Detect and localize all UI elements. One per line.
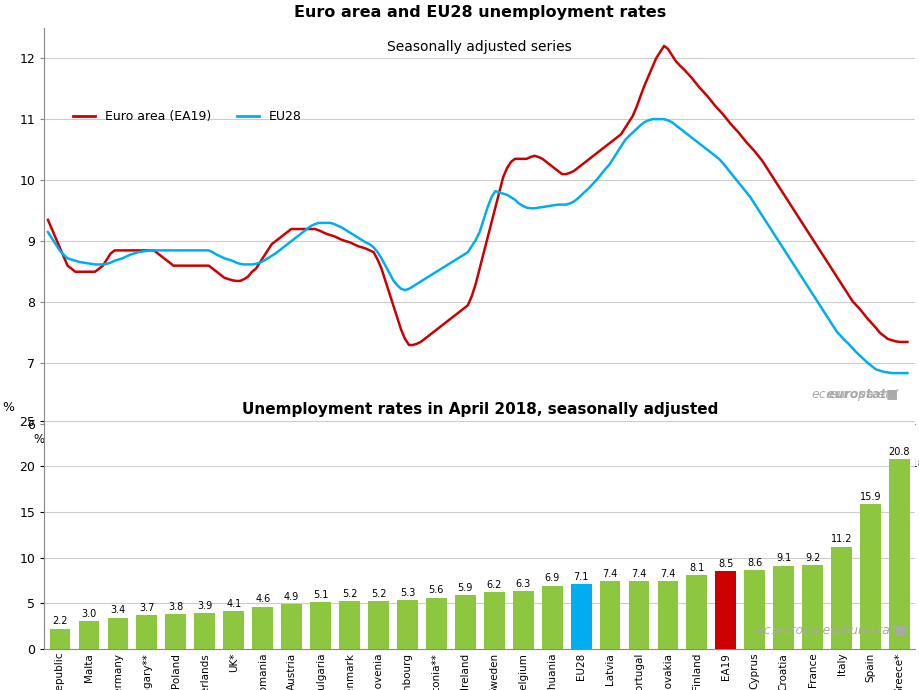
Text: 2015: 2015 bbox=[755, 458, 782, 469]
Bar bbox=[194, 613, 215, 649]
Bar bbox=[397, 600, 417, 649]
Bar bbox=[657, 581, 677, 649]
Bar bbox=[859, 504, 880, 649]
Text: 11.2: 11.2 bbox=[830, 534, 851, 544]
Text: 9.1: 9.1 bbox=[776, 553, 790, 564]
Text: 15.9: 15.9 bbox=[859, 491, 880, 502]
Bar bbox=[50, 629, 71, 649]
Text: 2005: 2005 bbox=[286, 458, 312, 469]
Text: 2013: 2013 bbox=[662, 458, 688, 469]
Text: %: % bbox=[3, 401, 15, 414]
Text: 2007: 2007 bbox=[380, 458, 406, 469]
Bar bbox=[223, 611, 244, 649]
Text: 5.2: 5.2 bbox=[370, 589, 386, 599]
Text: 2006: 2006 bbox=[333, 458, 358, 469]
Text: Seasonally adjusted series: Seasonally adjusted series bbox=[387, 39, 572, 54]
Bar bbox=[425, 598, 447, 649]
Text: eurostat■: eurostat■ bbox=[764, 388, 897, 400]
Text: 2000: 2000 bbox=[51, 458, 76, 469]
Bar bbox=[310, 602, 331, 649]
Bar bbox=[136, 615, 157, 649]
Text: 4.6: 4.6 bbox=[255, 594, 270, 604]
Bar bbox=[454, 595, 475, 649]
Bar bbox=[715, 571, 735, 649]
Text: 3.7: 3.7 bbox=[139, 602, 154, 613]
Bar bbox=[830, 546, 851, 649]
Bar bbox=[281, 604, 301, 649]
Text: 2016: 2016 bbox=[803, 458, 829, 469]
Text: Euro area and EU28 unemployment rates: Euro area and EU28 unemployment rates bbox=[293, 5, 665, 19]
Bar bbox=[483, 592, 505, 649]
Text: 6.2: 6.2 bbox=[486, 580, 502, 590]
Text: 2001: 2001 bbox=[97, 458, 123, 469]
Text: 2008: 2008 bbox=[426, 458, 453, 469]
Text: 5.3: 5.3 bbox=[399, 588, 414, 598]
Legend: Euro area (EA19), EU28: Euro area (EA19), EU28 bbox=[68, 106, 307, 128]
Text: 7.4: 7.4 bbox=[660, 569, 675, 579]
Text: 7.4: 7.4 bbox=[630, 569, 646, 579]
Text: 2009: 2009 bbox=[473, 458, 500, 469]
Text: 4.1: 4.1 bbox=[226, 599, 241, 609]
Bar bbox=[570, 584, 591, 649]
Text: 2012: 2012 bbox=[615, 458, 641, 469]
Bar bbox=[339, 601, 359, 649]
Bar bbox=[108, 618, 129, 649]
Text: 2004: 2004 bbox=[238, 458, 265, 469]
Text: 2017: 2017 bbox=[850, 458, 877, 469]
Text: 3.8: 3.8 bbox=[168, 602, 183, 612]
Text: 6.9: 6.9 bbox=[544, 573, 559, 584]
Text: 3.0: 3.0 bbox=[81, 609, 96, 619]
Text: %: % bbox=[33, 433, 44, 446]
Bar bbox=[165, 614, 186, 649]
Text: 2014: 2014 bbox=[709, 458, 735, 469]
Text: 2011: 2011 bbox=[568, 458, 594, 469]
Text: 3.9: 3.9 bbox=[197, 601, 212, 611]
Text: 5.6: 5.6 bbox=[428, 585, 444, 595]
Text: 2002: 2002 bbox=[144, 458, 171, 469]
Bar bbox=[599, 581, 619, 649]
Bar bbox=[368, 601, 389, 649]
Text: 4.9: 4.9 bbox=[284, 592, 299, 602]
Text: 2018: 2018 bbox=[897, 458, 919, 469]
Text: 9.2: 9.2 bbox=[804, 553, 820, 562]
Bar bbox=[686, 575, 707, 649]
Text: 7.1: 7.1 bbox=[573, 571, 588, 582]
Bar bbox=[541, 586, 562, 649]
Text: 8.5: 8.5 bbox=[718, 559, 732, 569]
Bar bbox=[512, 591, 533, 649]
Bar bbox=[743, 570, 765, 649]
Bar bbox=[78, 621, 99, 649]
Text: 5.9: 5.9 bbox=[457, 582, 472, 593]
Text: 2003: 2003 bbox=[191, 458, 218, 469]
Text: 20.8: 20.8 bbox=[888, 447, 909, 457]
Bar bbox=[801, 565, 823, 649]
Text: 7.4: 7.4 bbox=[602, 569, 617, 579]
Text: 5.2: 5.2 bbox=[341, 589, 357, 599]
Text: ec.europa.eu/eurostat■: ec.europa.eu/eurostat■ bbox=[755, 624, 906, 638]
Text: 8.1: 8.1 bbox=[688, 562, 704, 573]
Bar bbox=[628, 581, 649, 649]
Bar bbox=[252, 607, 273, 649]
Text: 2010: 2010 bbox=[521, 458, 547, 469]
Text: 2.2: 2.2 bbox=[52, 616, 68, 627]
Bar bbox=[888, 459, 909, 649]
Text: 6.3: 6.3 bbox=[515, 579, 530, 589]
Text: 8.6: 8.6 bbox=[746, 558, 762, 568]
Text: ec.europa.eu/: ec.europa.eu/ bbox=[811, 388, 897, 400]
Text: 5.1: 5.1 bbox=[312, 590, 328, 600]
Title: Unemployment rates in April 2018, seasonally adjusted: Unemployment rates in April 2018, season… bbox=[242, 402, 717, 417]
Bar bbox=[773, 566, 793, 649]
Text: 3.4: 3.4 bbox=[110, 605, 126, 615]
